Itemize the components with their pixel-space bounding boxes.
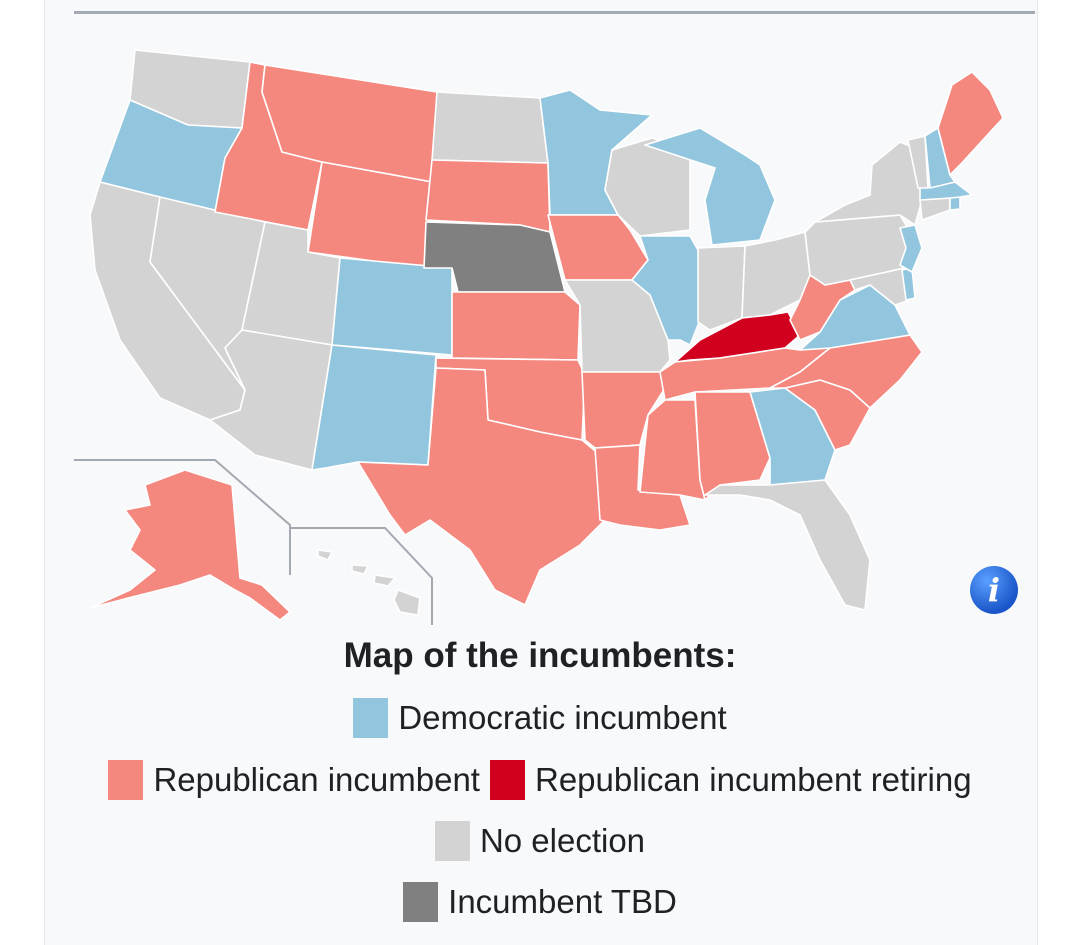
legend-item-republican: Republican incumbent (108, 760, 480, 800)
state-MI (644, 127, 776, 246)
hawaii-inset-border (290, 527, 433, 625)
state-RI (949, 196, 961, 211)
state-NC (769, 334, 923, 409)
state-WI (604, 137, 691, 237)
legend-row-4: Incumbent TBD (0, 882, 1080, 922)
state-ND (431, 91, 549, 164)
state-MS (639, 399, 706, 501)
state-LA (594, 444, 691, 531)
legend-row-1: Democratic incumbent (0, 698, 1080, 738)
legend-label-republican: Republican incumbent (153, 761, 480, 798)
state-IL (631, 235, 701, 346)
map-caption: Map of the incumbents: (343, 636, 737, 675)
state-WY (307, 161, 433, 269)
legend-swatch-republican (108, 760, 144, 800)
legend-item-republican-retiring: Republican incumbent retiring (489, 760, 972, 800)
state-CT (919, 197, 951, 221)
info-icon[interactable]: i (970, 566, 1018, 614)
legend-label-democratic: Democratic incumbent (398, 699, 727, 736)
state-HI (317, 549, 421, 616)
us-senate-map (70, 30, 1035, 630)
state-SD (425, 159, 551, 233)
legend-swatch-republican-retiring (489, 760, 525, 800)
state-NY (814, 141, 923, 226)
legend-label-no-election: No election (479, 822, 646, 859)
state-KS (451, 291, 581, 361)
alaska-inset-border (74, 459, 291, 575)
legend-swatch-no-election (434, 821, 470, 861)
state-TX (357, 367, 606, 606)
legend-swatch-democratic (353, 698, 389, 738)
state-ME (937, 71, 1004, 176)
state-AK (89, 469, 291, 621)
divider-line (74, 11, 1035, 14)
legend-item-tbd: Incumbent TBD (403, 882, 677, 922)
state-NH (924, 127, 956, 189)
legend-item-democratic: Democratic incumbent (353, 698, 727, 738)
legend-row-2: Republican incumbent Republican incumben… (0, 760, 1080, 800)
state-FL (704, 479, 871, 611)
legend-row-3: No election (0, 821, 1080, 861)
legend-swatch-tbd (403, 882, 439, 922)
state-IN (697, 245, 746, 331)
legend-label-republican-retiring: Republican incumbent retiring (534, 761, 972, 798)
state-CO (331, 257, 453, 356)
state-VT (907, 135, 929, 189)
legend-label-tbd: Incumbent TBD (448, 883, 677, 920)
state-NM (311, 344, 437, 471)
legend-item-no-election: No election (434, 821, 646, 861)
